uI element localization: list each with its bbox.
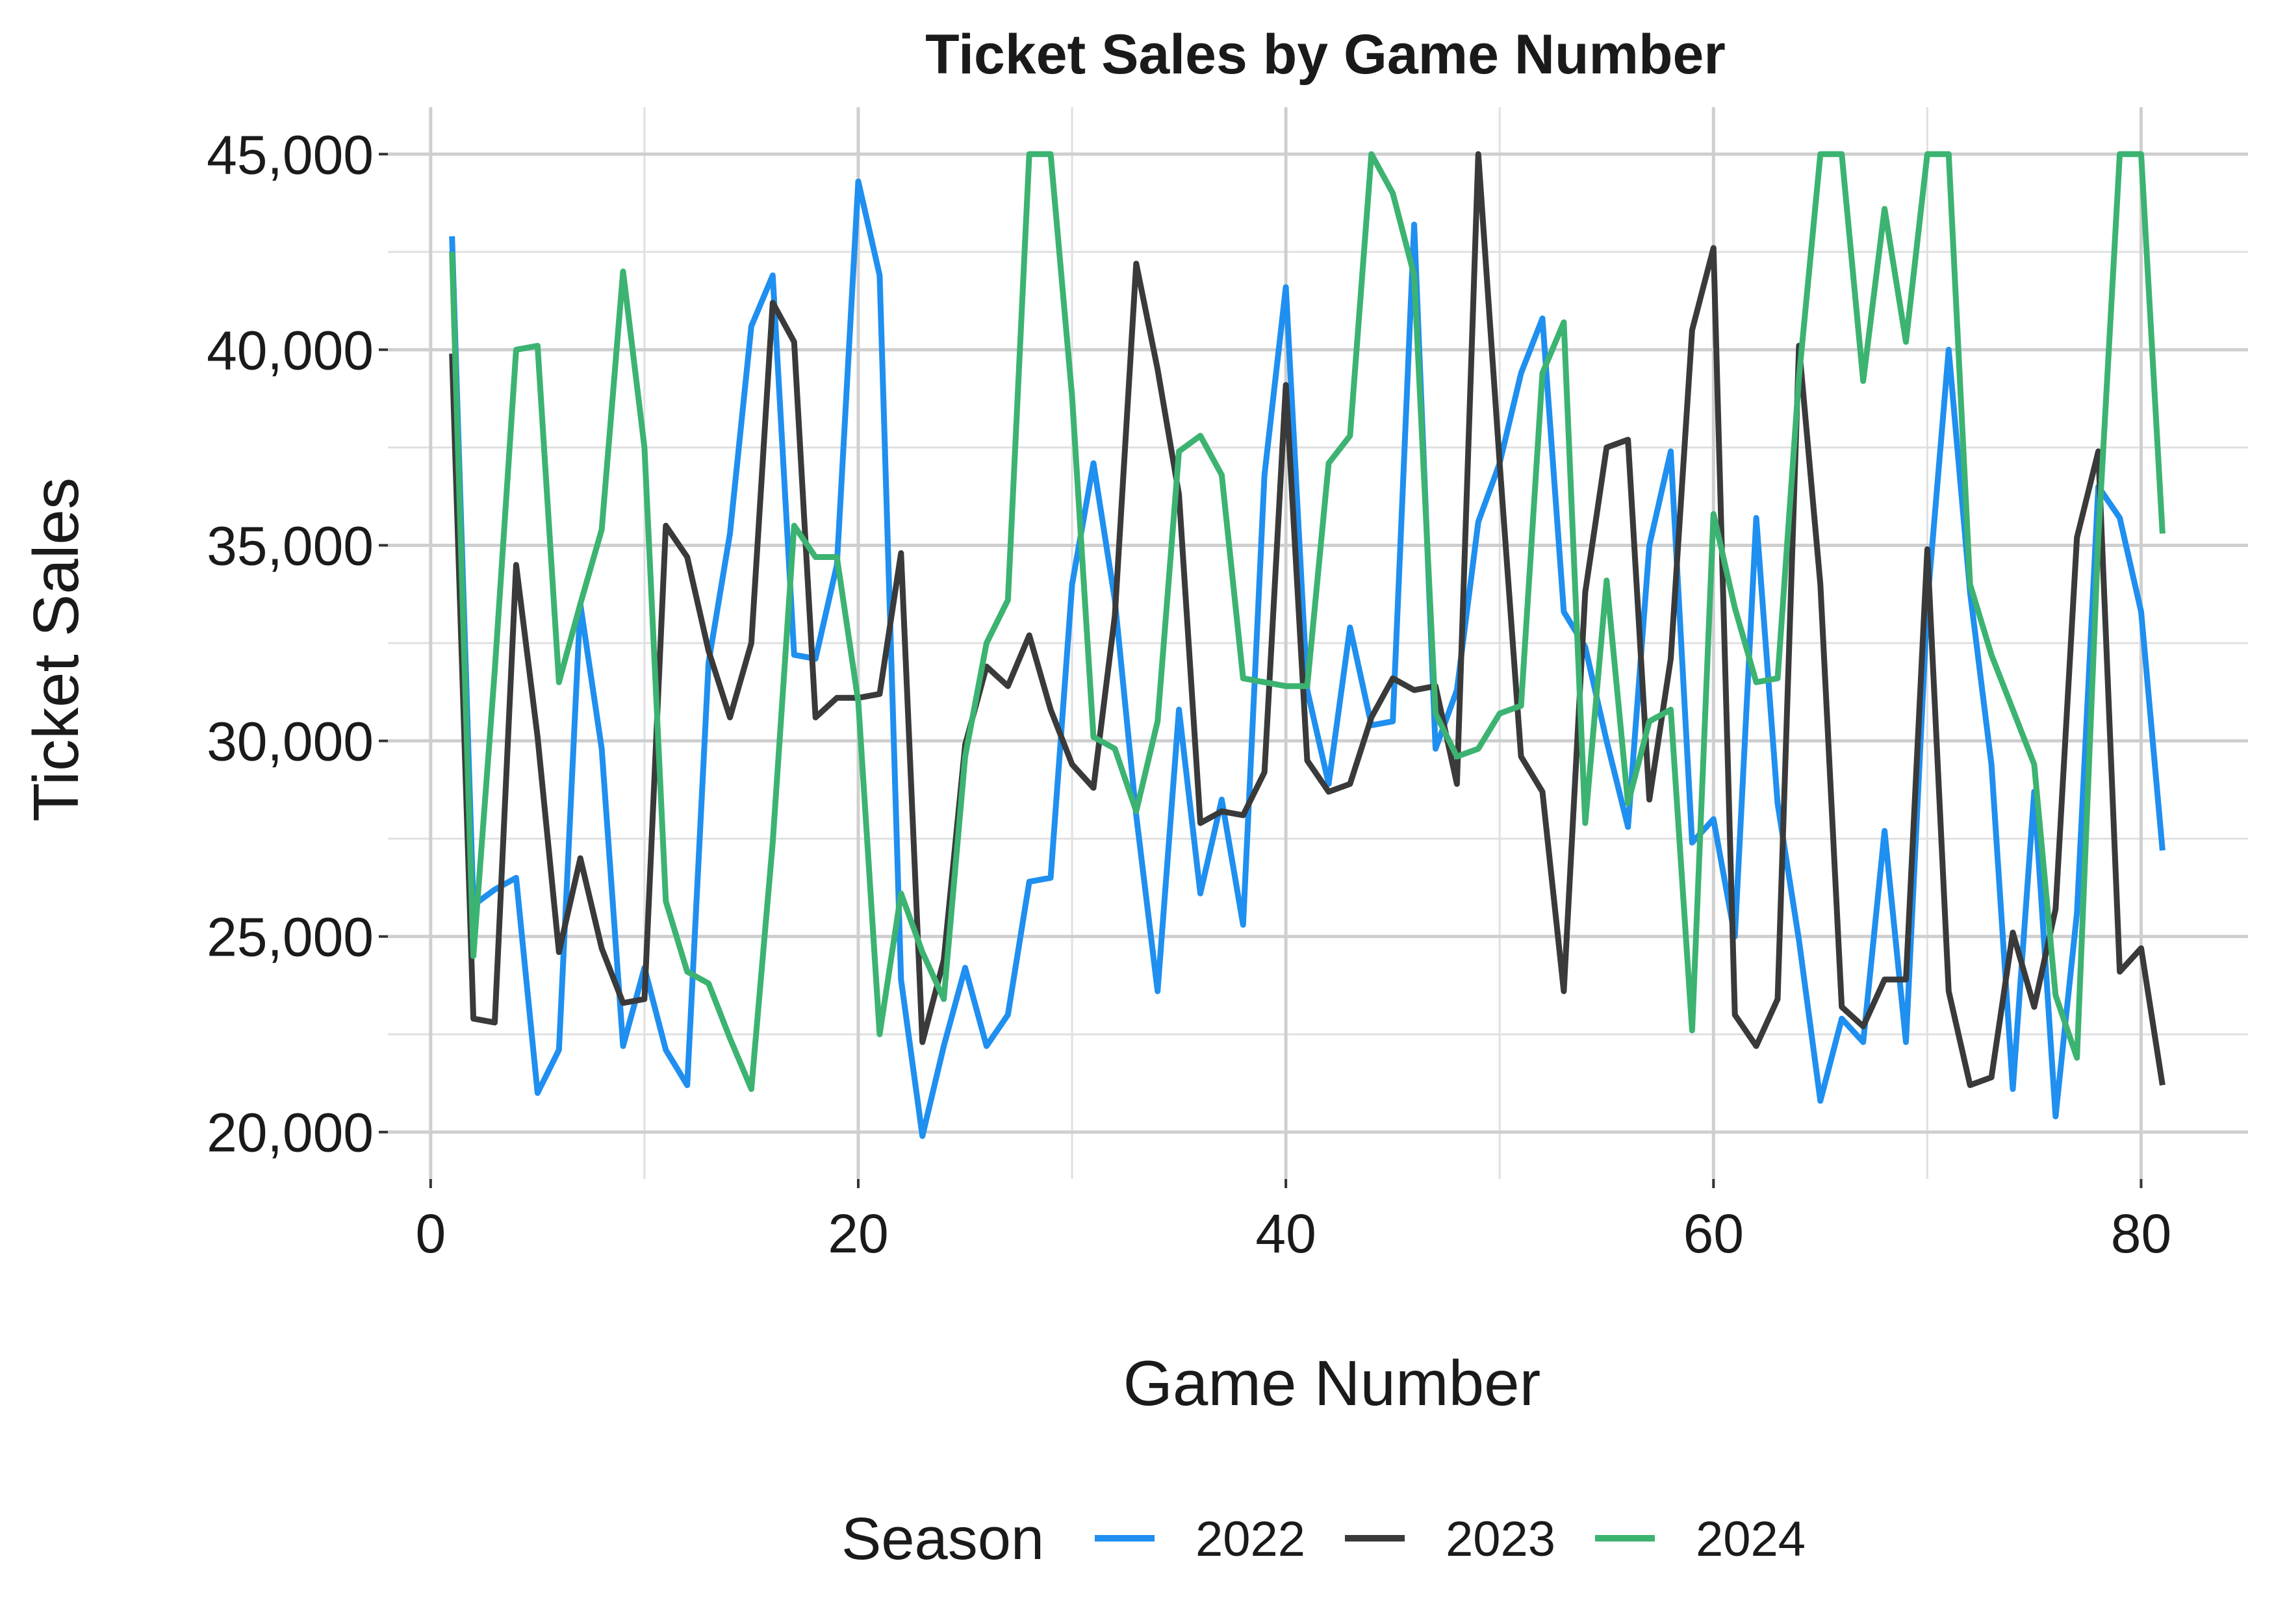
legend-items: 2022 2023 2024 — [1095, 1512, 1806, 1567]
x-tick-label: 0 — [415, 1203, 446, 1264]
x-axis-title: Game Number — [1123, 1347, 1541, 1419]
legend-label-2022: 2022 — [1195, 1512, 1305, 1567]
legend-label-2023: 2023 — [1446, 1512, 1555, 1567]
y-tick-label: 30,000 — [207, 711, 374, 772]
legend: Season 2022 2023 2024 — [841, 1506, 1806, 1572]
series-line-2023 — [449, 151, 2165, 1088]
legend-label-2024: 2024 — [1696, 1512, 1806, 1567]
legend-title: Season — [841, 1506, 1044, 1572]
series-line-2022 — [449, 178, 2165, 1139]
x-tick-label: 80 — [2111, 1203, 2171, 1264]
legend-item-2023: 2023 — [1345, 1512, 1555, 1567]
y-axis-title: Ticket Sales — [20, 477, 92, 822]
ticks-layer: 0 20 40 60 80 20,000 25,000 30,000 35,000 40,000 4… — [207, 124, 2171, 1264]
series-layer — [449, 151, 2165, 1139]
grid-layer — [388, 107, 2248, 1179]
x-tick-label: 20 — [828, 1203, 888, 1264]
series-line-2024 — [449, 151, 2165, 1092]
chart-title: Ticket Sales by Game Number — [925, 23, 1726, 86]
x-tick-label: 40 — [1255, 1203, 1316, 1264]
y-tick-label: 20,000 — [207, 1102, 374, 1163]
x-tick-label: 60 — [1683, 1203, 1744, 1264]
y-tick-label: 45,000 — [207, 124, 374, 185]
legend-item-2024: 2024 — [1595, 1512, 1806, 1567]
y-tick-label: 40,000 — [207, 320, 374, 381]
legend-item-2022: 2022 — [1095, 1512, 1305, 1567]
y-tick-label: 35,000 — [207, 515, 374, 576]
y-tick-label: 25,000 — [207, 907, 374, 968]
